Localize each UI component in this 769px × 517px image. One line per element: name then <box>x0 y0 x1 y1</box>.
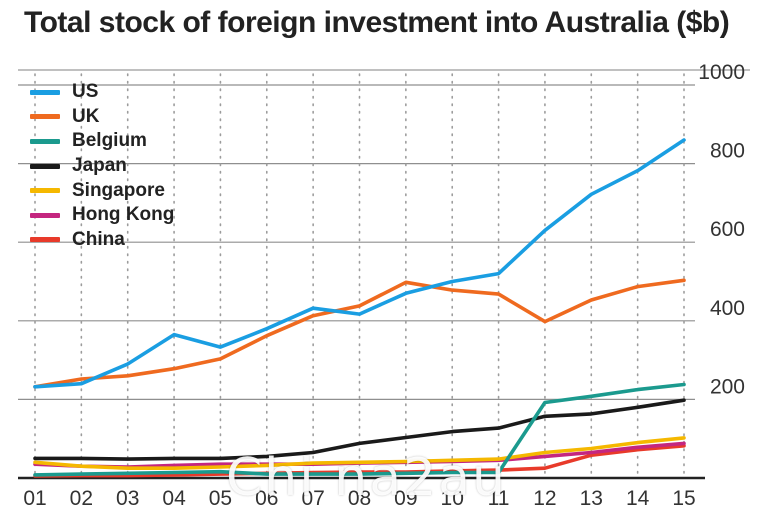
legend-label: Singapore <box>72 179 165 201</box>
legend-swatch <box>30 138 60 144</box>
legend-swatch <box>30 237 60 243</box>
legend-label: UK <box>72 105 100 127</box>
x-tick-label: 09 <box>394 487 417 510</box>
x-tick-label: 14 <box>626 487 650 510</box>
legend-item-singapore: Singapore <box>30 178 174 203</box>
x-tick-label: 02 <box>70 487 93 510</box>
x-tick-label: 06 <box>255 487 278 510</box>
y-tick-label: 200 <box>710 375 745 398</box>
series-line-china <box>33 443 686 478</box>
x-tick-label: 12 <box>533 487 556 510</box>
x-tick-label: 03 <box>116 487 139 510</box>
y-tick-label: 1000 <box>698 61 745 84</box>
legend-label: Belgium <box>72 130 147 152</box>
legend-label: US <box>72 81 99 103</box>
legend-label: Hong Kong <box>72 204 175 226</box>
legend-swatch <box>30 89 60 95</box>
x-tick-label: 11 <box>488 487 510 510</box>
legend-item-hong-kong: Hong Kong <box>30 203 174 228</box>
x-tick-label: 13 <box>580 487 603 510</box>
series-line-uk <box>33 278 686 389</box>
x-tick-label: 07 <box>301 487 324 510</box>
legend-item-china: China <box>30 228 174 253</box>
y-tick-label: 600 <box>710 218 745 241</box>
series-line-us <box>33 138 686 389</box>
legend-swatch <box>30 163 60 169</box>
x-tick-label: 10 <box>441 487 464 510</box>
legend-item-belgium: Belgium <box>30 129 174 154</box>
x-tick-label: 05 <box>209 487 232 510</box>
legend: US UK Belgium Japan Singapore Hong Kong China <box>30 80 174 252</box>
legend-label: Japan <box>72 155 127 177</box>
chart-title: Total stock of foreign investment into A… <box>24 6 730 39</box>
x-tick-label: 15 <box>672 487 695 510</box>
series-line-japan <box>33 398 686 461</box>
legend-item-japan: Japan <box>30 154 174 179</box>
x-tick-label: 01 <box>23 487 46 510</box>
x-tick-label: 08 <box>348 487 371 510</box>
series-lines <box>33 138 686 478</box>
legend-item-uk: UK <box>30 105 174 130</box>
series-line-singapore <box>33 436 686 471</box>
legend-item-us: US <box>30 80 174 105</box>
legend-swatch <box>30 212 60 218</box>
y-axis-ticks: 200 400 600 800 1000 <box>698 61 745 398</box>
grid-lines <box>18 69 750 480</box>
legend-swatch <box>30 114 60 120</box>
watermark-text: Chi na2au <box>226 448 507 508</box>
x-tick-label: 04 <box>162 487 186 510</box>
y-tick-label: 400 <box>710 297 745 320</box>
legend-label: China <box>72 228 125 250</box>
x-axis-ticks: 01 02 03 04 05 06 07 08 09 10 11 12 13 14 15 <box>23 487 695 510</box>
series-line-belgium <box>33 382 686 477</box>
legend-swatch <box>30 188 60 194</box>
y-tick-label: 800 <box>710 140 745 163</box>
